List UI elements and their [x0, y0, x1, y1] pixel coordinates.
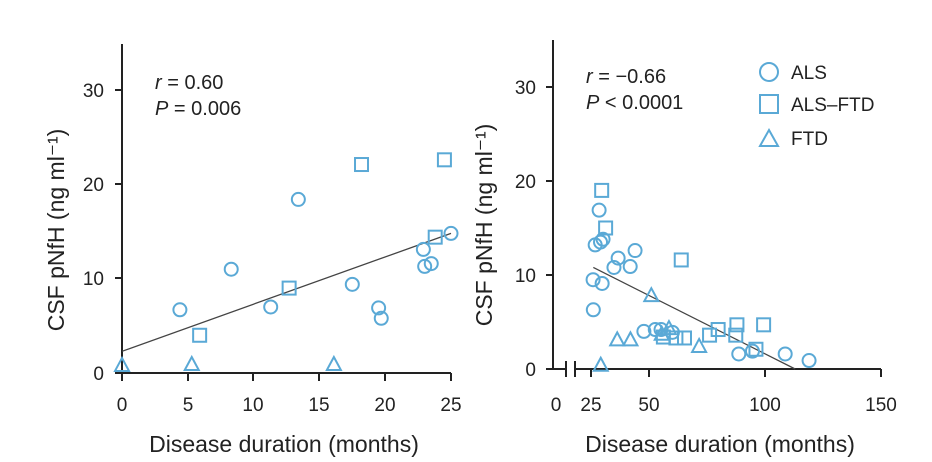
stats-r-symbol: r — [586, 66, 594, 88]
point-left-circle-9 — [423, 256, 439, 272]
point-right-circle-7 — [606, 259, 622, 275]
stats-r-symbol: r — [155, 72, 163, 94]
point-right-triangle-1 — [608, 330, 626, 347]
x-tick-label-left: 0 — [117, 395, 128, 416]
point-left-circle-0 — [172, 302, 188, 318]
point-right-square-9 — [748, 341, 764, 357]
stats-p-right: P < 0.0001 — [586, 92, 683, 114]
point-left-triangle-1 — [183, 354, 201, 372]
point-right-circle-8 — [610, 250, 626, 266]
stats-p-symbol: P — [586, 92, 600, 114]
point-right-circle-4 — [593, 234, 609, 250]
x-tick-label-left: 20 — [374, 395, 395, 416]
point-left-circle-3 — [290, 191, 306, 207]
y-tick-label-right: 10 — [515, 266, 536, 287]
point-left-circle-5 — [371, 300, 387, 316]
x-tick-label-right: 50 — [638, 395, 659, 416]
panel-left: CSF pNfH (ng ml⁻¹) 0 10 20 30 0 5 10 15 … — [43, 44, 462, 457]
point-right-circle-6 — [595, 231, 611, 247]
point-right-square-0 — [594, 182, 610, 198]
point-left-circle-8 — [417, 258, 433, 274]
point-right-square-1 — [598, 220, 614, 236]
x-tick-label-right: 100 — [749, 395, 781, 416]
point-right-square-11 — [728, 327, 744, 343]
point-right-circle-17 — [777, 346, 793, 362]
point-right-circle-3 — [591, 202, 607, 218]
y-tick-label-left: 10 — [83, 269, 104, 290]
x-tick-label-left: 15 — [308, 395, 329, 416]
point-right-circle-9 — [622, 259, 638, 275]
x-axis-label-left: Disease duration (months) — [149, 431, 419, 457]
stats-p-symbol: P — [155, 98, 169, 120]
point-left-triangle-2 — [325, 354, 343, 372]
y-tick-label-left: 0 — [93, 364, 104, 385]
point-left-circle-4 — [344, 276, 360, 292]
stats-r-value: = −0.66 — [593, 66, 666, 88]
point-right-circle-12 — [647, 322, 663, 338]
point-left-circle-6 — [373, 310, 389, 326]
point-right-circle-10 — [627, 243, 643, 259]
point-right-triangle-2 — [621, 330, 640, 347]
point-right-triangle-0 — [592, 355, 610, 372]
y-tick-label-right: 0 — [525, 360, 536, 381]
point-left-square-4 — [436, 152, 452, 168]
y-axis-label-left: CSF pNfH (ng ml⁻¹) — [43, 129, 69, 332]
point-right-circle-11 — [636, 323, 652, 339]
point-left-circle-7 — [415, 241, 431, 257]
point-right-square-3 — [668, 330, 684, 346]
point-right-square-10 — [756, 317, 772, 333]
point-right-triangle-6 — [690, 336, 708, 353]
x-tick-label-right: 0 — [551, 395, 562, 416]
x-tick-label-left: 25 — [440, 395, 461, 416]
point-right-square-8 — [729, 317, 745, 333]
y-tick-label-left: 20 — [83, 175, 104, 196]
point-left-triangle-0 — [113, 355, 131, 372]
point-right-circle-15 — [731, 346, 747, 362]
point-right-circle-5 — [594, 275, 610, 291]
point-right-circle-18 — [801, 353, 817, 369]
legend-circle-icon — [759, 62, 779, 82]
panel-right: CSF pNfH (ng ml⁻¹) 0 10 20 30 0 25 50 10… — [471, 40, 897, 457]
legend-label-ftd: FTD — [791, 129, 828, 150]
point-left-square-1 — [281, 280, 297, 296]
x-tick-label-left: 5 — [183, 395, 194, 416]
point-right-square-7 — [710, 322, 726, 338]
data-points-right — [585, 182, 817, 372]
x-tick-label-left: 10 — [242, 395, 263, 416]
point-right-circle-1 — [585, 302, 601, 318]
legend: ALS ALS–FTD FTD — [758, 62, 874, 150]
y-tick-label-left: 30 — [83, 81, 104, 102]
stats-p-value: < 0.0001 — [599, 92, 683, 114]
y-tick-label-right: 30 — [515, 78, 536, 99]
stats-p-left: P = 0.006 — [155, 98, 241, 120]
point-right-triangle-5 — [660, 318, 678, 336]
point-right-circle-16 — [744, 343, 760, 359]
fit-line-left — [121, 232, 452, 352]
data-points-left — [113, 152, 459, 372]
point-left-circle-10 — [443, 225, 459, 241]
legend-square-icon — [759, 94, 779, 114]
stats-r-left: r = 0.60 — [155, 72, 223, 94]
point-left-circle-2 — [263, 299, 279, 315]
point-right-triangle-3 — [642, 286, 660, 303]
y-tick-label-right: 20 — [515, 172, 536, 193]
point-left-square-3 — [427, 229, 443, 245]
point-left-square-0 — [192, 327, 208, 343]
point-left-circle-1 — [223, 261, 239, 277]
point-right-circle-0 — [585, 272, 601, 288]
legend-label-als-ftd: ALS–FTD — [791, 95, 874, 116]
x-tick-label-right: 25 — [580, 395, 601, 416]
legend-triangle-icon — [758, 127, 780, 147]
point-left-square-2 — [354, 157, 370, 173]
legend-label-als: ALS — [791, 63, 827, 84]
x-tick-label-right: 150 — [865, 395, 897, 416]
point-right-square-5 — [673, 252, 689, 268]
x-axis-label-right: Disease duration (months) — [585, 431, 855, 457]
stats-r-right: r = −0.66 — [586, 66, 666, 88]
point-right-square-4 — [676, 330, 692, 346]
y-axis-label-right: CSF pNfH (ng ml⁻¹) — [471, 124, 497, 327]
stats-p-value: = 0.006 — [168, 98, 241, 120]
stats-r-value: = 0.60 — [162, 72, 224, 94]
